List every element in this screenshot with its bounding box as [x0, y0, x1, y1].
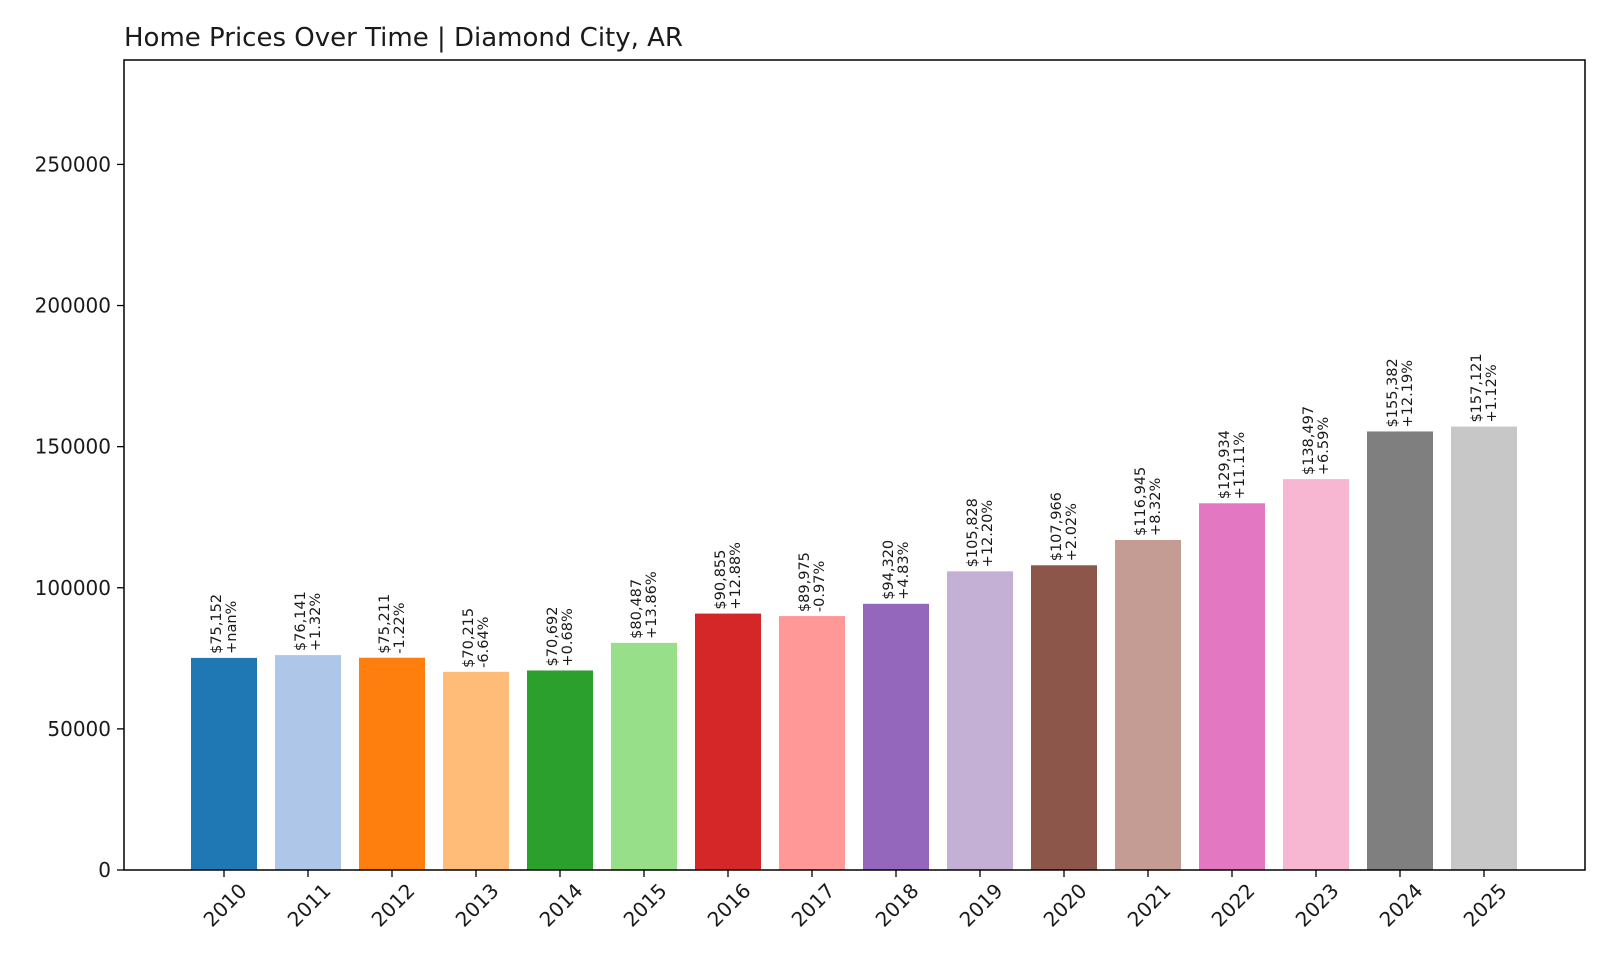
bar-2019: [947, 571, 1013, 870]
bar-price-label: $116,945: [1133, 467, 1149, 536]
bar-change-label: +12.20%: [980, 500, 996, 567]
x-tick-label: 2012: [367, 879, 420, 932]
x-tick-label: 2022: [1207, 879, 1260, 932]
bar-2023: [1283, 479, 1349, 870]
bar-2011: [275, 655, 341, 870]
bar-label-2015: $80,487 +13.86%: [629, 571, 660, 638]
bar-label-2020: $107,966 +2.02%: [1049, 492, 1080, 561]
x-tick-label: 2011: [283, 879, 336, 932]
y-tick-label: 50000: [47, 717, 111, 741]
bar-label-2024: $155,382 +12.19%: [1385, 358, 1416, 427]
bar-change-label: +0.68%: [560, 608, 576, 666]
bar-labels-group: $75,152 +nan% $76,141 +1.32% $75,211 -1.22% $7…: [209, 353, 1500, 667]
chart-title: Home Prices Over Time | Diamond City, AR: [124, 23, 683, 53]
bar-change-label: +1.12%: [1484, 364, 1500, 422]
bar-label-2012: $75,211 -1.22%: [377, 594, 408, 654]
bar-label-2014: $70,692 +0.68%: [545, 607, 576, 667]
bar-change-label: +4.83%: [896, 542, 912, 600]
bar-price-label: $70,215: [461, 608, 477, 668]
bar-2015: [611, 642, 677, 870]
bar-label-2019: $105,828 +12.20%: [965, 498, 996, 567]
bar-change-label: +12.88%: [728, 542, 744, 609]
x-tick-label: 2015: [619, 879, 672, 932]
x-axis: 2010 2011 2012 2013 2014 2015 2016 2017 2018 2019…: [199, 870, 1512, 932]
bar-label-2011: $76,141 +1.32%: [293, 591, 324, 651]
x-tick-label: 2025: [1459, 879, 1512, 932]
bar-label-2022: $129,934 +11.11%: [1217, 430, 1248, 499]
y-tick-label: 200000: [35, 294, 111, 318]
x-tick-label: 2014: [535, 879, 588, 932]
bar-label-2025: $157,121 +1.12%: [1469, 353, 1500, 422]
x-tick-label: 2010: [199, 879, 252, 932]
x-tick-label: 2024: [1375, 879, 1428, 932]
bar-2013: [443, 671, 509, 870]
bar-price-label: $75,211: [377, 594, 393, 654]
bar-change-label: +1.32%: [308, 593, 324, 651]
bar-label-2021: $116,945 +8.32%: [1133, 467, 1164, 536]
bar-change-label: +nan%: [224, 601, 240, 654]
y-tick-label: 250000: [35, 152, 111, 176]
bar-label-2013: $70,215 -6.64%: [461, 608, 492, 668]
bar-price-label: $75,152: [209, 594, 225, 654]
bar-change-label: +13.86%: [644, 571, 660, 638]
bar-price-label: $155,382: [1385, 358, 1401, 427]
bar-2014: [527, 670, 593, 870]
y-tick-label: 100000: [35, 576, 111, 600]
x-tick-label: 2016: [703, 879, 756, 932]
x-tick-label: 2019: [955, 879, 1008, 932]
y-tick-label: 150000: [35, 435, 111, 459]
bar-price-label: $129,934: [1217, 430, 1233, 499]
bar-change-label: +12.19%: [1400, 360, 1416, 427]
bars-group: [191, 426, 1517, 870]
bar-2024: [1367, 431, 1433, 870]
bar-price-label: $157,121: [1469, 353, 1485, 422]
bar-2010: [191, 657, 257, 870]
bar-2021: [1115, 539, 1181, 870]
bar-2012: [359, 657, 425, 870]
bar-2022: [1199, 503, 1265, 870]
bar-2025: [1451, 426, 1517, 870]
bar-label-2023: $138,497 +6.59%: [1301, 406, 1332, 475]
bar-change-label: +8.32%: [1148, 478, 1164, 536]
bar-price-label: $70,692: [545, 607, 561, 667]
bar-2016: [695, 613, 761, 870]
bar-change-label: -1.22%: [392, 602, 408, 653]
bar-change-label: +11.11%: [1232, 432, 1248, 499]
bar-change-label: -6.64%: [476, 617, 492, 668]
bar-price-label: $94,320: [881, 540, 897, 600]
bar-label-2010: $75,152 +nan%: [209, 594, 240, 654]
bar-change-label: +2.02%: [1064, 503, 1080, 561]
bar-price-label: $80,487: [629, 579, 645, 639]
plot-area-frame: [123, 59, 1586, 871]
bar-price-label: $90,855: [713, 550, 729, 610]
x-tick-label: 2020: [1039, 879, 1092, 932]
bar-label-2016: $90,855 +12.88%: [713, 542, 744, 609]
bar-price-label: $107,966: [1049, 492, 1065, 561]
y-axis: 0 50000 100000 150000 200000 250000: [35, 152, 124, 882]
bar-price-label: $138,497: [1301, 406, 1317, 475]
x-tick-label: 2021: [1123, 879, 1176, 932]
bar-price-label: $89,975: [797, 552, 813, 612]
bar-change-label: -0.97%: [812, 561, 828, 612]
bar-2018: [863, 603, 929, 870]
x-tick-label: 2013: [451, 879, 504, 932]
bar-price-label: $76,141: [293, 591, 309, 651]
y-tick-label: 0: [98, 858, 111, 882]
x-tick-label: 2017: [787, 879, 840, 932]
x-tick-label: 2023: [1291, 879, 1344, 932]
bar-2017: [779, 616, 845, 870]
bar-price-label: $105,828: [965, 498, 981, 567]
bar-label-2017: $89,975 -0.97%: [797, 552, 828, 612]
bar-label-2018: $94,320 +4.83%: [881, 540, 912, 600]
bar-change-label: +6.59%: [1316, 417, 1332, 475]
bar-2020: [1031, 565, 1097, 870]
x-tick-label: 2018: [871, 879, 924, 932]
